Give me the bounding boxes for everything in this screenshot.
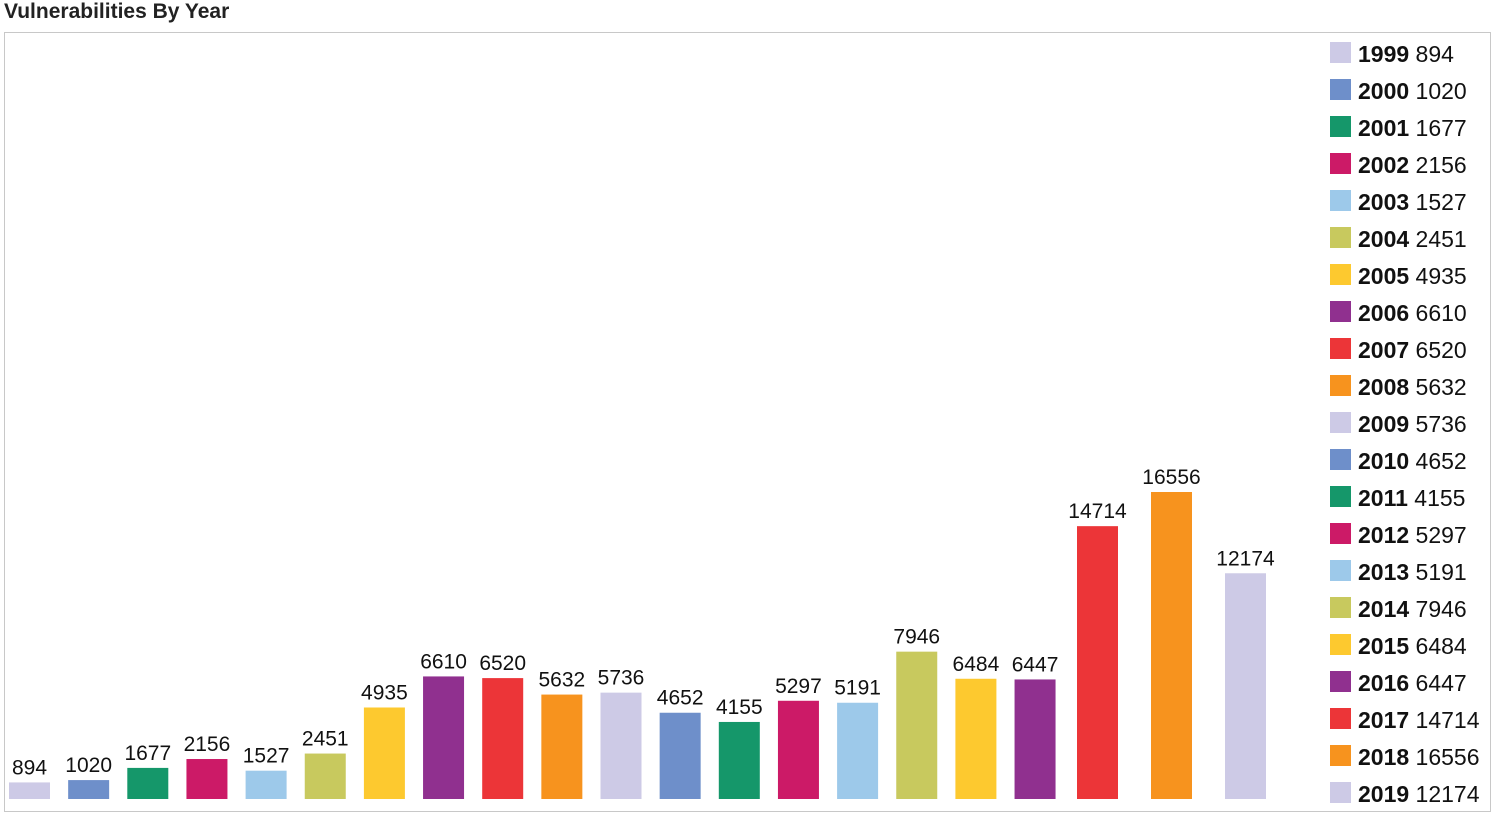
data-label-2002: 2156	[184, 733, 231, 756]
legend-swatch-2004	[1330, 227, 1351, 248]
bar-2000	[68, 780, 110, 799]
bar-2003	[245, 770, 287, 799]
legend-swatch-2002	[1330, 153, 1351, 174]
data-label-2012: 5297	[775, 675, 822, 698]
data-label-2008: 5632	[538, 669, 585, 692]
bar-2017	[1077, 526, 1118, 799]
legend-entry-2018: 2018 16556	[1358, 744, 1480, 770]
legend-swatch-2007	[1330, 338, 1351, 359]
legend-entry-2003: 2003 1527	[1358, 189, 1467, 215]
bar-1999	[9, 782, 50, 799]
legend-swatch-2014	[1330, 597, 1351, 618]
data-label-2007: 6520	[479, 652, 526, 675]
legend-entry-2001: 2001 1677	[1358, 115, 1467, 141]
bar-2016	[1014, 679, 1056, 799]
data-label-2017: 14714	[1068, 500, 1127, 523]
legend-swatch-2012	[1330, 523, 1351, 544]
data-label-2006: 6610	[420, 650, 467, 673]
bar-2010	[659, 712, 701, 799]
bar-2009	[600, 692, 642, 799]
bar-2005	[363, 707, 405, 799]
legend-entry-2011: 2011 4155	[1358, 485, 1465, 511]
data-label-2005: 4935	[361, 681, 408, 704]
legend-swatch-2013	[1330, 560, 1351, 581]
bar-2011	[718, 721, 760, 799]
chart-title: Vulnerabilities By Year	[4, 0, 230, 23]
bar-2008	[541, 694, 583, 799]
legend-entry-2015: 2015 6484	[1358, 633, 1467, 659]
legend-swatch-2011	[1330, 486, 1351, 507]
bar-2018	[1151, 492, 1192, 799]
legend-swatch-2006	[1330, 301, 1351, 322]
bar-2015	[955, 678, 997, 799]
legend-swatch-2003	[1330, 190, 1351, 211]
data-label-2001: 1677	[124, 742, 171, 765]
legend-swatch-2017	[1330, 708, 1351, 729]
bar-2013	[837, 702, 879, 799]
legend-entry-2005: 2005 4935	[1358, 263, 1467, 289]
data-label-2011: 4155	[716, 696, 763, 719]
data-label-2018: 16556	[1142, 466, 1200, 489]
data-label-2014: 7946	[893, 626, 940, 649]
bar-2014	[896, 651, 938, 799]
data-label-2013: 5191	[834, 677, 881, 700]
legend-entry-2009: 2009 5736	[1358, 411, 1467, 437]
legend-entry-2010: 2010 4652	[1358, 448, 1467, 474]
legend-entry-2014: 2014 7946	[1358, 596, 1467, 622]
data-label-2009: 5736	[598, 667, 645, 690]
bar-2004	[304, 753, 346, 799]
legend-entry-2007: 2007 6520	[1358, 337, 1467, 363]
bar-2001	[127, 767, 169, 799]
chart-frame	[4, 32, 1491, 812]
legend-entry-2013: 2013 5191	[1358, 559, 1467, 585]
bar-2012	[777, 700, 819, 799]
bar-2007	[482, 678, 524, 799]
legend-entry-2006: 2006 6610	[1358, 300, 1467, 326]
data-label-2003: 1527	[243, 745, 290, 768]
legend-entry-2000: 2000 1020	[1358, 78, 1467, 104]
legend-swatch-2015	[1330, 634, 1351, 655]
bar-2006	[423, 676, 465, 799]
data-label-2000: 1020	[65, 754, 112, 777]
data-label-2015: 6484	[953, 653, 1000, 676]
legend-swatch-2009	[1330, 412, 1351, 433]
legend-entry-2017: 2017 14714	[1358, 707, 1480, 733]
legend-swatch-1999	[1330, 42, 1351, 63]
legend-entry-2016: 2016 6447	[1358, 670, 1467, 696]
legend-swatch-2000	[1330, 79, 1351, 100]
legend-entry-2002: 2002 2156	[1358, 152, 1467, 178]
data-label-2004: 2451	[302, 728, 349, 751]
legend-entry-2004: 2004 2451	[1358, 226, 1467, 252]
data-label-2019: 12174	[1216, 547, 1275, 570]
legend-entry-2019: 2019 12174	[1358, 781, 1480, 807]
legend-swatch-2005	[1330, 264, 1351, 285]
legend-swatch-2008	[1330, 375, 1351, 396]
legend-entry-2012: 2012 5297	[1358, 522, 1467, 548]
legend-swatch-2001	[1330, 116, 1351, 137]
legend-entry-1999: 1999 894	[1358, 41, 1454, 67]
data-label-2016: 6447	[1012, 653, 1059, 676]
bar-2019	[1225, 573, 1266, 799]
legend-swatch-2019	[1330, 782, 1351, 803]
legend-swatch-2018	[1330, 745, 1351, 766]
data-label-1999: 894	[12, 756, 47, 779]
legend-swatch-2010	[1330, 449, 1351, 470]
data-label-2010: 4652	[657, 687, 704, 710]
legend-swatch-2016	[1330, 671, 1351, 692]
legend-entry-2008: 2008 5632	[1358, 374, 1467, 400]
bar-2002	[186, 759, 228, 799]
